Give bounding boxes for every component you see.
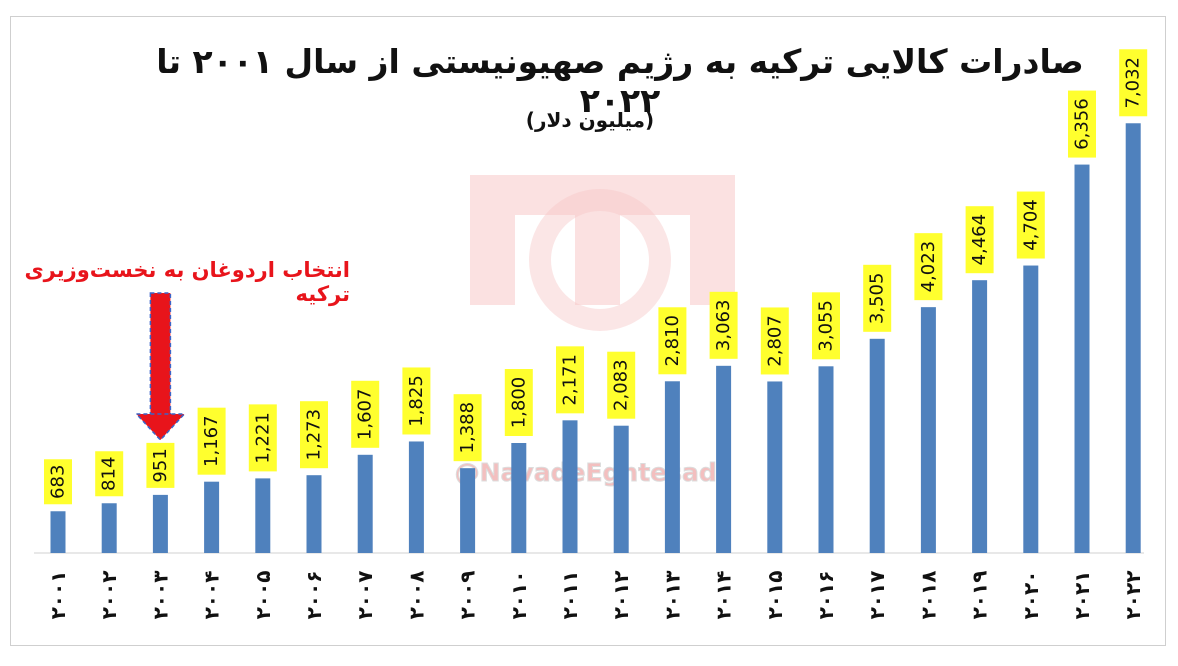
chart-subtitle: (میلیون دلار) xyxy=(525,108,655,132)
x-tick-label: ۲۰۱۳ xyxy=(660,571,684,620)
data-label: 4,023 xyxy=(918,241,939,293)
data-label-box xyxy=(812,292,840,360)
data-label-box xyxy=(300,401,328,469)
x-tick-label: ۲۰۱۵ xyxy=(763,571,787,620)
data-label-box xyxy=(1119,49,1148,117)
data-label-box xyxy=(146,442,175,488)
x-tick-label: ۲۰۰۸ xyxy=(404,571,428,620)
bar xyxy=(613,425,629,553)
watermark-handle: @NavadeEghtesadi xyxy=(455,458,726,487)
data-label-box xyxy=(1068,90,1096,158)
x-tick-label: ۲۰۲۱ xyxy=(1070,571,1094,620)
data-label: 2,083 xyxy=(611,359,632,411)
data-label: 1,825 xyxy=(406,375,427,427)
data-label: 814 xyxy=(99,457,120,491)
data-label-box xyxy=(44,459,72,505)
data-label-box xyxy=(658,307,687,375)
x-tick-label: ۲۰۰۲ xyxy=(97,571,121,620)
annotation-arrow xyxy=(134,292,187,442)
x-tick-label: ۲۰۱۲ xyxy=(609,571,633,620)
data-label-box xyxy=(863,264,892,332)
bar xyxy=(408,441,424,553)
watermark-logo-icon xyxy=(529,189,671,331)
data-label: 1,273 xyxy=(304,409,325,461)
data-label: 4,464 xyxy=(969,214,990,266)
x-tick-label: ۲۰۰۱ xyxy=(46,571,70,620)
bar xyxy=(152,494,168,553)
data-label: 1,388 xyxy=(457,402,478,454)
data-label-box xyxy=(556,346,584,414)
data-label-box xyxy=(95,451,124,497)
x-tick-label: ۲۰۱۴ xyxy=(712,571,736,620)
data-label-box xyxy=(197,407,226,475)
data-label-box xyxy=(965,206,994,274)
x-tick-label: ۲۰۰۷ xyxy=(353,571,377,620)
x-tick-label: ۲۰۲۲ xyxy=(1121,571,1145,620)
data-label-box xyxy=(453,394,482,462)
data-label: 1,800 xyxy=(508,377,529,429)
data-label: 2,810 xyxy=(662,315,683,367)
bar xyxy=(306,475,322,553)
bar xyxy=(972,280,988,553)
x-tick-label: ۲۰۱۷ xyxy=(865,571,889,620)
data-label-box xyxy=(914,233,943,301)
x-tick-label: ۲۰۱۶ xyxy=(814,571,838,620)
bar xyxy=(664,381,680,553)
watermark-logo-icon xyxy=(470,175,735,305)
annotation-arrow-head xyxy=(134,413,187,442)
annotation-arrow-shaft xyxy=(149,292,172,416)
data-label: 1,607 xyxy=(355,389,376,441)
x-tick-label: ۲۰۲۰ xyxy=(1019,571,1043,620)
data-label: 3,055 xyxy=(816,300,837,352)
data-label-box xyxy=(402,367,431,435)
x-tick-label: ۲۰۰۶ xyxy=(302,571,326,620)
bar xyxy=(818,366,834,553)
bar xyxy=(511,443,527,553)
bar xyxy=(1074,164,1090,554)
bar xyxy=(101,503,117,553)
x-tick-label: ۲۰۱۰ xyxy=(507,571,531,620)
data-label-box xyxy=(504,369,533,436)
data-label: 3,505 xyxy=(867,273,888,325)
x-tick-label: ۲۰۰۴ xyxy=(200,571,224,620)
x-tick-label: ۲۰۱۸ xyxy=(916,571,940,620)
bar xyxy=(562,420,578,553)
data-label: 3,063 xyxy=(713,300,734,352)
x-tick-label: ۲۰۰۹ xyxy=(456,571,480,620)
bar xyxy=(1125,123,1141,554)
bar xyxy=(767,381,783,553)
bar xyxy=(1023,265,1039,553)
bar xyxy=(50,511,66,553)
data-label: 6,356 xyxy=(1072,98,1093,150)
bar xyxy=(716,365,732,553)
bar xyxy=(255,478,271,553)
data-label: 683 xyxy=(48,465,69,499)
data-label: 1,221 xyxy=(252,412,273,464)
data-label-box xyxy=(760,307,789,375)
bar xyxy=(869,338,885,553)
data-label-box xyxy=(1016,191,1045,259)
data-label-box xyxy=(607,351,636,419)
data-label: 2,171 xyxy=(560,354,581,406)
data-label: 2,807 xyxy=(764,315,785,367)
x-tick-label: ۲۰۱۹ xyxy=(968,571,992,620)
data-label-box xyxy=(351,380,380,448)
x-tick-label: ۲۰۱۱ xyxy=(558,571,582,620)
data-label: 951 xyxy=(150,448,171,482)
bar xyxy=(204,481,220,553)
watermark-logo: @NavadeEghtesadi xyxy=(454,175,735,488)
data-label-box xyxy=(248,404,277,472)
data-label: 1,167 xyxy=(201,415,222,467)
chart-title: صادرات کالایی ترکیه به رژیم صهیونیستی از… xyxy=(156,42,1084,120)
bar xyxy=(357,454,373,553)
bar xyxy=(920,307,936,553)
x-tick-label: ۲۰۰۵ xyxy=(251,571,275,620)
data-label: 4,704 xyxy=(1020,199,1041,251)
data-label-box xyxy=(709,291,738,359)
annotation-label: انتخاب اردوغان به نخست‌وزیری ترکیه xyxy=(24,258,350,306)
bar xyxy=(460,468,476,553)
data-label: 7,032 xyxy=(1123,57,1144,109)
x-tick-label: ۲۰۰۳ xyxy=(148,571,172,620)
